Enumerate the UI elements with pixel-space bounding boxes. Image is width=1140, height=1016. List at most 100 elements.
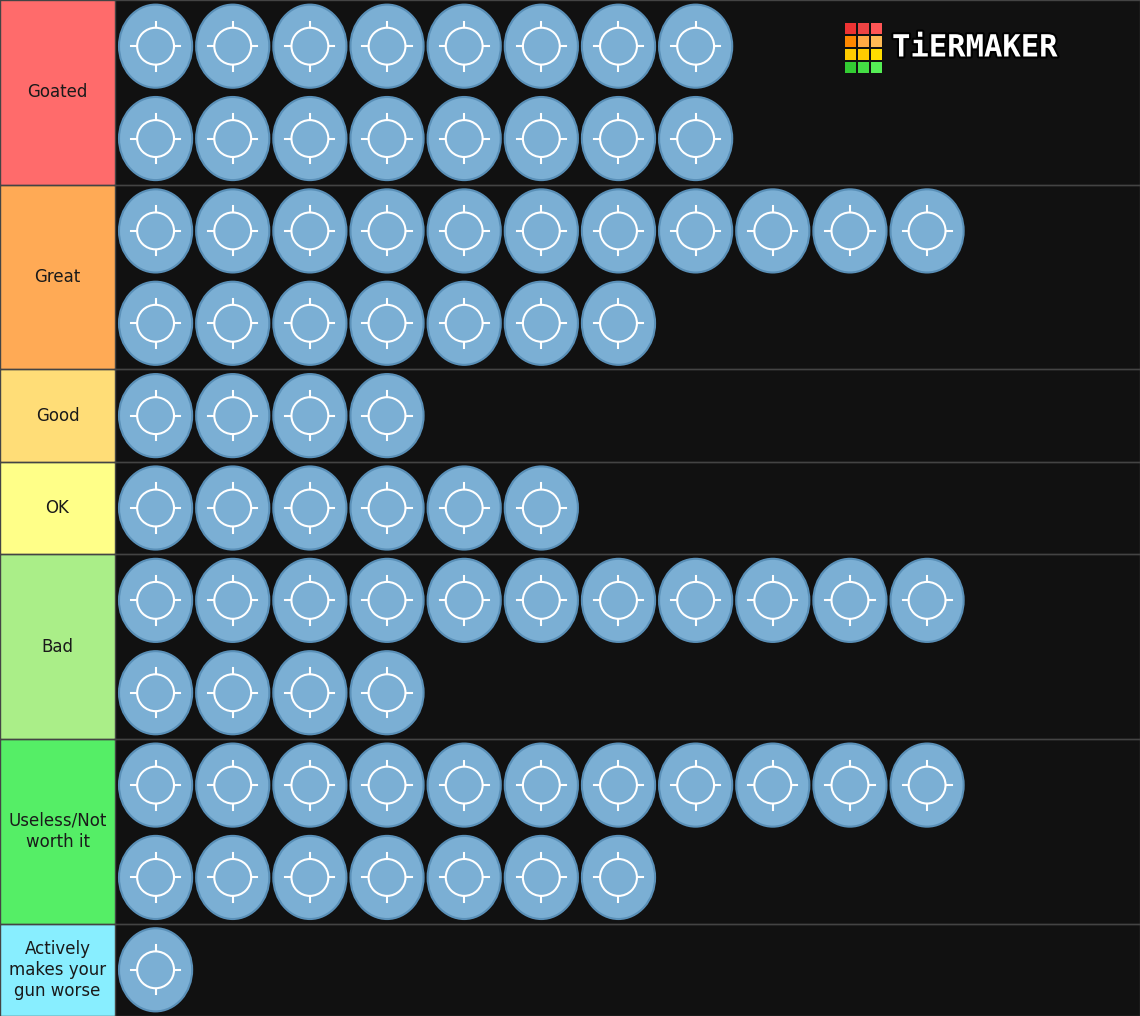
Ellipse shape	[350, 836, 424, 919]
Ellipse shape	[659, 559, 732, 642]
Ellipse shape	[350, 281, 424, 365]
Ellipse shape	[428, 744, 500, 827]
Ellipse shape	[119, 466, 193, 550]
Ellipse shape	[890, 559, 963, 642]
Ellipse shape	[581, 836, 655, 919]
Ellipse shape	[505, 836, 578, 919]
Ellipse shape	[581, 281, 655, 365]
Ellipse shape	[274, 836, 347, 919]
Bar	[845, 23, 856, 34]
Ellipse shape	[659, 97, 732, 180]
Ellipse shape	[581, 5, 655, 87]
Ellipse shape	[505, 189, 578, 272]
Text: Actively
makes your
gun worse: Actively makes your gun worse	[9, 940, 106, 1000]
Ellipse shape	[813, 189, 887, 272]
Ellipse shape	[196, 189, 269, 272]
Ellipse shape	[813, 744, 887, 827]
Ellipse shape	[119, 281, 193, 365]
Ellipse shape	[505, 466, 578, 550]
Text: Goated: Goated	[27, 83, 88, 102]
Ellipse shape	[350, 5, 424, 87]
Ellipse shape	[119, 189, 193, 272]
Ellipse shape	[890, 189, 963, 272]
Bar	[871, 62, 882, 73]
Ellipse shape	[119, 836, 193, 919]
Bar	[871, 23, 882, 34]
Ellipse shape	[196, 744, 269, 827]
Ellipse shape	[736, 744, 809, 827]
Bar	[858, 36, 869, 47]
Ellipse shape	[581, 559, 655, 642]
Bar	[0, 554, 115, 739]
Bar	[858, 23, 869, 34]
Ellipse shape	[274, 374, 347, 457]
Ellipse shape	[581, 744, 655, 827]
Ellipse shape	[505, 97, 578, 180]
Ellipse shape	[581, 97, 655, 180]
Ellipse shape	[736, 559, 809, 642]
Bar	[0, 0, 115, 185]
Ellipse shape	[890, 744, 963, 827]
Ellipse shape	[274, 651, 347, 735]
Ellipse shape	[505, 559, 578, 642]
Ellipse shape	[274, 466, 347, 550]
Ellipse shape	[119, 374, 193, 457]
Ellipse shape	[274, 97, 347, 180]
Ellipse shape	[274, 5, 347, 87]
Ellipse shape	[659, 744, 732, 827]
Ellipse shape	[505, 5, 578, 87]
Ellipse shape	[428, 97, 500, 180]
Ellipse shape	[428, 5, 500, 87]
Ellipse shape	[350, 97, 424, 180]
Bar	[0, 370, 115, 462]
Ellipse shape	[274, 189, 347, 272]
Bar	[858, 62, 869, 73]
Ellipse shape	[659, 5, 732, 87]
Bar	[0, 462, 115, 554]
Ellipse shape	[428, 189, 500, 272]
Ellipse shape	[196, 651, 269, 735]
Ellipse shape	[274, 281, 347, 365]
Ellipse shape	[350, 374, 424, 457]
Ellipse shape	[350, 189, 424, 272]
Ellipse shape	[350, 744, 424, 827]
Ellipse shape	[196, 374, 269, 457]
Ellipse shape	[428, 281, 500, 365]
Ellipse shape	[428, 466, 500, 550]
Bar	[0, 924, 115, 1016]
Ellipse shape	[196, 559, 269, 642]
Ellipse shape	[274, 744, 347, 827]
Bar	[845, 62, 856, 73]
Ellipse shape	[119, 744, 193, 827]
Ellipse shape	[659, 189, 732, 272]
Ellipse shape	[350, 559, 424, 642]
Ellipse shape	[505, 744, 578, 827]
Ellipse shape	[196, 836, 269, 919]
Ellipse shape	[119, 97, 193, 180]
Ellipse shape	[119, 559, 193, 642]
Bar	[871, 36, 882, 47]
Bar	[0, 739, 115, 924]
Text: OK: OK	[46, 499, 70, 517]
Text: TiERMAKER: TiERMAKER	[891, 34, 1058, 63]
Ellipse shape	[813, 559, 887, 642]
Ellipse shape	[581, 189, 655, 272]
Ellipse shape	[119, 929, 193, 1011]
Text: Good: Good	[35, 406, 80, 425]
Ellipse shape	[736, 189, 809, 272]
Ellipse shape	[428, 559, 500, 642]
Ellipse shape	[196, 5, 269, 87]
Bar	[0, 185, 115, 370]
Bar	[871, 49, 882, 60]
Bar	[845, 49, 856, 60]
Ellipse shape	[196, 97, 269, 180]
Bar	[845, 36, 856, 47]
Bar	[858, 49, 869, 60]
Ellipse shape	[196, 466, 269, 550]
Text: Useless/Not
worth it: Useless/Not worth it	[8, 812, 107, 850]
Ellipse shape	[428, 836, 500, 919]
Text: Great: Great	[34, 268, 81, 287]
Text: Bad: Bad	[41, 638, 73, 655]
Ellipse shape	[196, 281, 269, 365]
Ellipse shape	[350, 651, 424, 735]
